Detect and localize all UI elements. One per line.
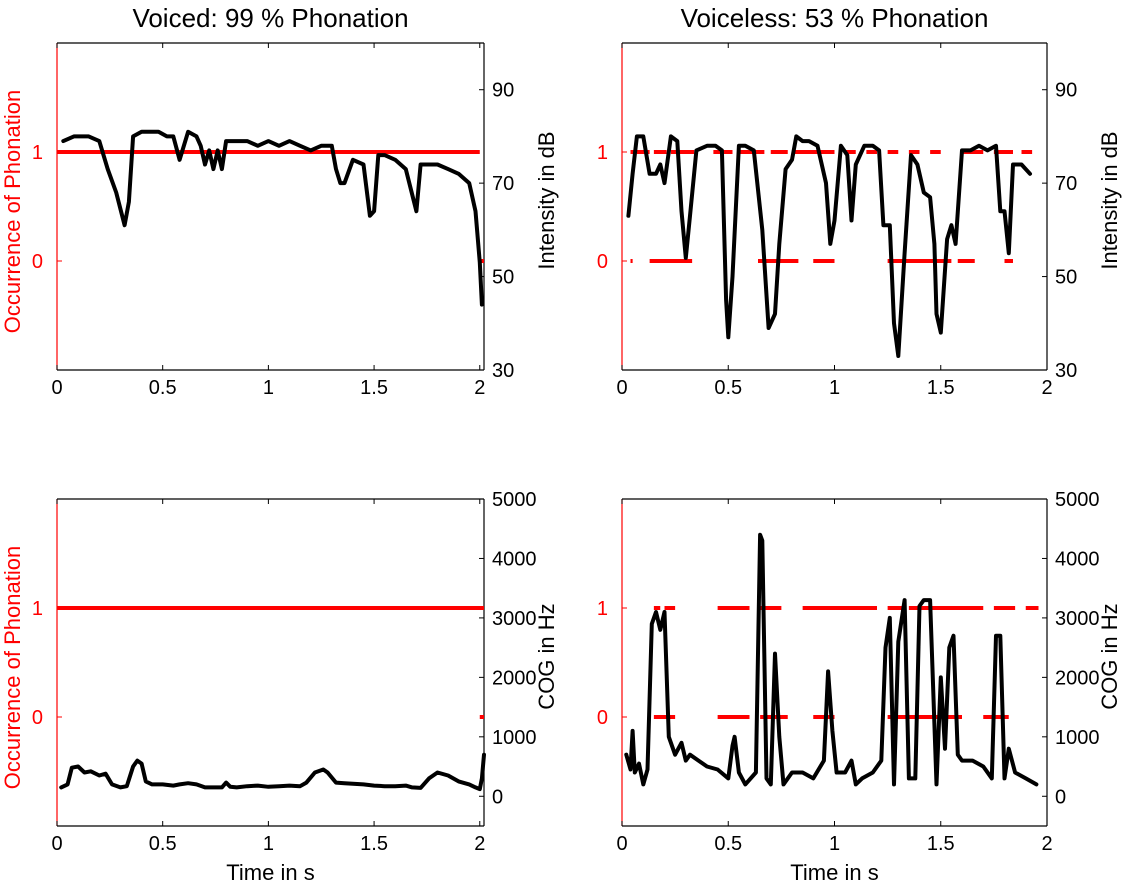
left-y-tick-label: 1 — [597, 598, 608, 620]
left-y-axis-label: Occurrence of Phonation — [0, 546, 25, 789]
right-y-tick-label: 30 — [1055, 360, 1077, 382]
right-y-tick-label: 2000 — [492, 667, 537, 689]
right-y-tick-label: 5000 — [1055, 489, 1100, 511]
right-y-tick-label: 1000 — [1055, 727, 1100, 749]
right-y-axis-label: COG in Hz — [1097, 603, 1122, 709]
x-tick-label: 1.5 — [360, 377, 388, 399]
right-y-tick-label: 90 — [1055, 80, 1077, 102]
subplot-voiceless-intensity: 0 0.5 1 1.5 2 0 1 30 50 70 90 Voiceless: 53 % Phona… — [597, 3, 1122, 399]
x-tick-label: 1.5 — [360, 833, 388, 855]
right-y-tick-label: 0 — [1055, 786, 1066, 808]
right-y-tick-label: 90 — [492, 80, 514, 102]
left-y-tick-label: 0 — [32, 707, 43, 729]
x-tick-label: 0.5 — [714, 377, 742, 399]
x-tick-label: 0.5 — [149, 377, 177, 399]
right-y-axis-label: COG in Hz — [534, 603, 559, 709]
x-axis-label: Time in s — [226, 860, 314, 885]
x-tick-label: 0.5 — [149, 833, 177, 855]
right-y-tick-label: 30 — [492, 360, 514, 382]
right-y-axis-label: Intensity in dB — [1097, 131, 1122, 269]
x-tick-label: 1.5 — [927, 377, 955, 399]
x-tick-label: 1 — [829, 833, 840, 855]
signal-line — [59, 752, 486, 792]
left-y-tick-label: 1 — [32, 142, 43, 164]
subplot-voiced-cog: 0 0.5 1 1.5 2 0 1 0 1000 2000 3000 4000 5000 Time in … — [0, 489, 559, 885]
left-y-axis-label: Occurrence of Phonation — [0, 90, 25, 333]
right-y-tick-label: 3000 — [1055, 608, 1100, 630]
signal-line — [626, 134, 1032, 358]
right-y-tick-label: 50 — [492, 267, 514, 289]
subplot-voiceless-cog: 0 0.5 1 1.5 2 0 1 0 1000 2000 3000 4000 5000 Time in … — [597, 489, 1122, 885]
x-tick-label: 0 — [51, 377, 62, 399]
chart-title: Voiced: 99 % Phonation — [132, 3, 408, 33]
x-tick-label: 2 — [1041, 377, 1052, 399]
chart-title: Voiceless: 53 % Phonation — [681, 3, 989, 33]
left-y-tick-label: 1 — [597, 142, 608, 164]
right-y-tick-label: 70 — [492, 173, 514, 195]
x-tick-label: 0 — [51, 833, 62, 855]
left-y-tick-label: 0 — [32, 251, 43, 273]
right-y-tick-label: 3000 — [492, 608, 537, 630]
x-axis-label: Time in s — [790, 860, 878, 885]
subplot-voiced-intensity: 0 0.5 1 1.5 2 0 1 30 50 70 90 Voiced: 99 % Phonatio… — [0, 3, 559, 399]
x-tick-label: 0 — [616, 833, 627, 855]
x-tick-label: 1 — [263, 833, 274, 855]
right-y-tick-label: 0 — [492, 786, 503, 808]
x-tick-label: 1.5 — [927, 833, 955, 855]
x-tick-label: 2 — [474, 377, 485, 399]
right-y-tick-label: 4000 — [492, 548, 537, 570]
right-y-tick-label: 5000 — [492, 489, 537, 511]
x-tick-label: 2 — [1041, 833, 1052, 855]
x-tick-label: 0.5 — [714, 833, 742, 855]
x-tick-label: 2 — [474, 833, 485, 855]
signal-line — [624, 532, 1039, 787]
right-y-tick-label: 50 — [1055, 267, 1077, 289]
left-y-tick-label: 0 — [597, 251, 608, 273]
right-y-tick-label: 70 — [1055, 173, 1077, 195]
right-y-tick-label: 1000 — [492, 727, 537, 749]
left-y-tick-label: 1 — [32, 598, 43, 620]
right-y-tick-label: 4000 — [1055, 548, 1100, 570]
signal-line — [61, 129, 484, 307]
x-tick-label: 1 — [263, 377, 274, 399]
left-y-tick-label: 0 — [597, 707, 608, 729]
right-y-axis-label: Intensity in dB — [534, 131, 559, 269]
right-y-tick-label: 2000 — [1055, 667, 1100, 689]
x-tick-label: 0 — [616, 377, 627, 399]
x-tick-label: 1 — [829, 377, 840, 399]
